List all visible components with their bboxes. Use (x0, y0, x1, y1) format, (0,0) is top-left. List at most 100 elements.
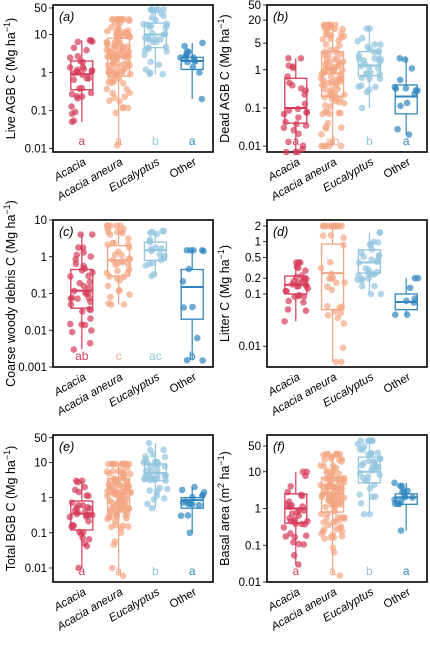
y-tick-label: 0.01 (239, 341, 261, 353)
group-other (392, 274, 422, 319)
data-point (325, 21, 333, 29)
data-point (365, 437, 372, 445)
data-point (336, 572, 344, 579)
significance-letter: a (115, 134, 122, 148)
data-point (120, 273, 128, 281)
data-point (391, 479, 398, 487)
data-point (325, 521, 332, 528)
data-point (196, 69, 203, 76)
data-point (324, 312, 332, 319)
significance-letter: a (189, 134, 196, 148)
data-point (358, 104, 366, 112)
data-point (89, 231, 96, 238)
data-point (377, 41, 384, 48)
data-point (392, 311, 399, 319)
group-acacia-aneura (317, 222, 348, 366)
data-point (374, 239, 382, 246)
data-point (333, 525, 341, 533)
data-point (403, 297, 410, 305)
data-point (286, 79, 293, 87)
y-tick-label: 0.01 (239, 141, 261, 153)
data-point (339, 344, 347, 352)
data-point (104, 222, 112, 229)
data-point (72, 260, 80, 268)
data-point (397, 102, 404, 110)
iqr-box (320, 243, 345, 311)
significance-letter: a (403, 564, 410, 578)
data-point (335, 62, 342, 69)
y-tick-label: 10 (34, 215, 47, 227)
data-point (302, 532, 310, 539)
data-point (338, 30, 345, 37)
data-point (144, 500, 151, 508)
data-point (186, 529, 194, 537)
data-point (371, 41, 378, 48)
data-point (87, 37, 95, 44)
y-tick-label: 1 (41, 67, 47, 79)
group-other: a (391, 55, 421, 148)
data-point (332, 450, 340, 458)
data-point (79, 63, 87, 71)
data-point (111, 251, 119, 258)
data-point (337, 109, 344, 117)
data-point (333, 485, 341, 493)
panel-label: (c) (59, 225, 74, 239)
data-point (110, 239, 118, 247)
data-point (150, 496, 158, 503)
data-point (318, 131, 325, 138)
significance-letter: ab (326, 134, 340, 148)
y-tick-label: 1 (41, 493, 47, 505)
data-point (74, 295, 81, 303)
data-point (408, 65, 416, 72)
data-point (285, 107, 293, 114)
data-point (300, 276, 308, 283)
data-point (335, 37, 342, 44)
data-point (335, 470, 343, 477)
iqr-box (70, 268, 94, 309)
data-point (372, 83, 379, 91)
data-point (355, 83, 363, 90)
data-point (322, 41, 330, 48)
data-point (189, 303, 196, 311)
data-point (280, 524, 288, 531)
data-point (112, 109, 119, 117)
y-tick-label: 50 (248, 441, 261, 453)
data-point (340, 320, 348, 327)
data-point (103, 85, 111, 93)
data-point (280, 110, 288, 118)
data-point (295, 561, 302, 568)
data-point (332, 21, 339, 29)
data-point (333, 55, 341, 63)
iqr-box (357, 456, 382, 484)
data-point (318, 530, 325, 537)
group-acacia (281, 259, 312, 325)
data-point (322, 450, 330, 458)
group-acacia: a (280, 468, 311, 578)
data-point (85, 294, 93, 302)
data-point (324, 283, 331, 291)
significance-letter: a (403, 134, 410, 148)
y-tick-label: 0.1 (245, 103, 261, 115)
data-point (357, 500, 365, 507)
group-acacia-aneura: c (103, 222, 134, 363)
data-point (146, 70, 153, 78)
iqr-box (180, 268, 204, 320)
data-point (147, 6, 155, 13)
data-point (328, 481, 335, 489)
data-point (162, 24, 169, 32)
data-point (360, 460, 367, 467)
data-point (108, 564, 116, 572)
data-point (119, 69, 126, 76)
data-point (156, 484, 164, 492)
data-point (302, 122, 310, 129)
data-point (125, 235, 132, 242)
data-point (359, 474, 367, 482)
data-point (402, 85, 410, 92)
data-point (66, 64, 74, 71)
data-point (110, 61, 117, 69)
data-point (106, 97, 113, 105)
data-point (117, 529, 125, 536)
data-point (370, 458, 378, 465)
data-point (333, 49, 340, 56)
